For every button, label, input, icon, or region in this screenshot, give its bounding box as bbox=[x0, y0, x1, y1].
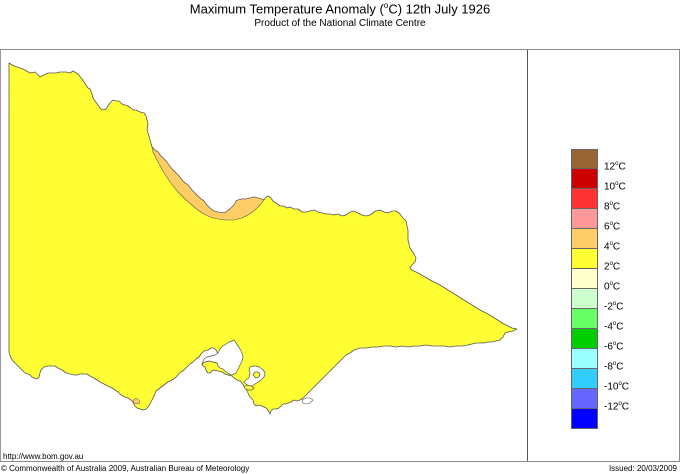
copyright-notice: © Commonwealth of Australia 2009, Austra… bbox=[1, 464, 250, 473]
anomaly-patch-coast bbox=[132, 397, 141, 405]
legend-swatch bbox=[571, 189, 598, 209]
legend-label-neg8: -8oC bbox=[604, 361, 624, 373]
victoria-landmass bbox=[8, 62, 518, 415]
legend-label-neg10: -10oC bbox=[604, 381, 630, 393]
legend-label-8: 8oC bbox=[604, 201, 621, 213]
legend-swatch bbox=[571, 369, 598, 389]
title-date: C) 12th July 1926 bbox=[388, 1, 491, 17]
legend-swatch bbox=[571, 169, 598, 189]
legend-swatch bbox=[571, 209, 598, 229]
color-legend bbox=[571, 149, 598, 429]
anomaly-zone-4-6 bbox=[151, 146, 265, 221]
legend-swatch bbox=[571, 309, 598, 329]
legend-swatch bbox=[571, 329, 598, 349]
legend-swatch bbox=[571, 229, 598, 249]
legend-label-0: 0oC bbox=[604, 281, 621, 293]
title-text: Maximum Temperature Anomaly ( bbox=[189, 1, 384, 17]
legend-label-10: 10oC bbox=[604, 181, 626, 193]
legend-swatch bbox=[571, 389, 598, 409]
french-island bbox=[252, 371, 261, 379]
source-url[interactable]: http://www.bom.gov.au bbox=[3, 452, 84, 461]
legend-divider bbox=[527, 50, 528, 461]
port-phillip-bay bbox=[201, 339, 244, 376]
legend-label-neg6: -6oC bbox=[604, 341, 624, 353]
legend-label-4: 4oC bbox=[604, 241, 621, 253]
degree-symbol: o bbox=[383, 1, 389, 10]
legend-swatch bbox=[571, 289, 598, 309]
legend-swatch bbox=[571, 249, 598, 269]
legend-swatch bbox=[571, 409, 598, 429]
legend-label-2: 2oC bbox=[604, 261, 621, 273]
phillip-island bbox=[243, 384, 255, 391]
legend-label-neg2: -2oC bbox=[604, 301, 624, 313]
legend-swatch bbox=[571, 349, 598, 369]
issued-date: Issued: 20/03/2009 bbox=[608, 464, 677, 473]
legend-swatch bbox=[571, 149, 598, 169]
legend-label-neg12: -12oC bbox=[604, 401, 630, 413]
legend-label-neg4: -4oC bbox=[604, 321, 624, 333]
corner-inlet bbox=[301, 397, 314, 405]
legend-label-12: 12oC bbox=[604, 161, 626, 173]
map-subtitle: Product of the National Climate Centre bbox=[254, 18, 426, 29]
legend-label-6: 6oC bbox=[604, 221, 621, 233]
legend-swatch bbox=[571, 269, 598, 289]
map-title: Maximum Temperature Anomaly (oC) 12th Ju… bbox=[0, 1, 680, 16]
